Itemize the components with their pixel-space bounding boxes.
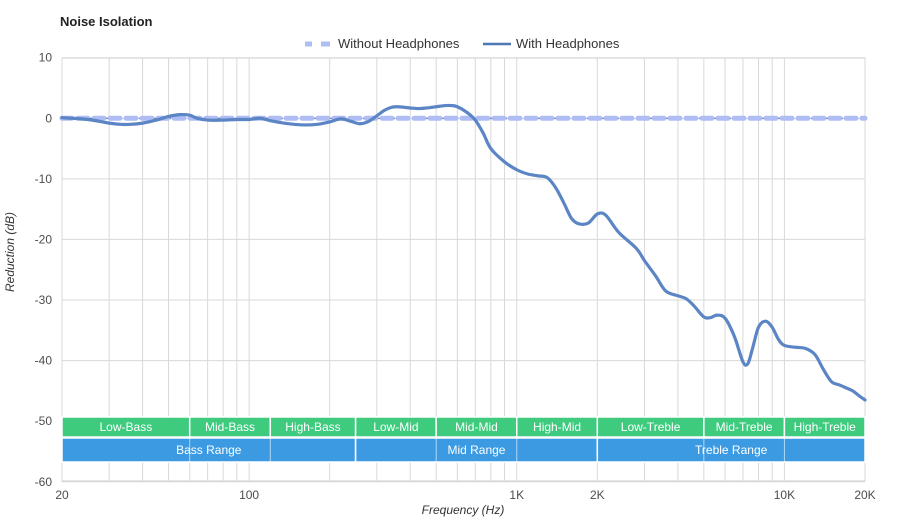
svg-text:Mid-Mid: Mid-Mid xyxy=(455,420,498,434)
svg-text:High-Treble: High-Treble xyxy=(794,420,857,434)
svg-text:-30: -30 xyxy=(35,293,53,307)
svg-text:Low-Bass: Low-Bass xyxy=(100,420,153,434)
svg-text:2K: 2K xyxy=(590,488,605,502)
svg-text:Low-Mid: Low-Mid xyxy=(373,420,418,434)
svg-text:-20: -20 xyxy=(35,232,53,246)
svg-text:Reduction (dB): Reduction (dB) xyxy=(3,212,17,292)
svg-text:Mid-Treble: Mid-Treble xyxy=(716,420,773,434)
svg-text:-50: -50 xyxy=(35,414,53,428)
svg-text:20K: 20K xyxy=(854,488,875,502)
svg-text:100: 100 xyxy=(239,488,259,502)
svg-text:20: 20 xyxy=(55,488,69,502)
svg-text:Bass Range: Bass Range xyxy=(176,443,242,457)
svg-text:High-Bass: High-Bass xyxy=(285,420,340,434)
svg-text:High-Mid: High-Mid xyxy=(533,420,581,434)
svg-text:Mid Range: Mid Range xyxy=(447,443,505,457)
svg-text:10: 10 xyxy=(39,51,53,65)
svg-text:1K: 1K xyxy=(509,488,524,502)
svg-text:-40: -40 xyxy=(35,354,53,368)
svg-text:Frequency (Hz): Frequency (Hz) xyxy=(422,503,505,517)
svg-text:Without Headphones: Without Headphones xyxy=(338,36,460,51)
svg-text:10K: 10K xyxy=(774,488,795,502)
svg-text:Low-Treble: Low-Treble xyxy=(621,420,681,434)
svg-text:Treble Range: Treble Range xyxy=(695,443,768,457)
svg-text:With Headphones: With Headphones xyxy=(516,36,620,51)
svg-text:0: 0 xyxy=(45,111,52,125)
svg-text:Mid-Bass: Mid-Bass xyxy=(205,420,255,434)
svg-text:-10: -10 xyxy=(35,172,53,186)
svg-text:-60: -60 xyxy=(35,475,53,489)
